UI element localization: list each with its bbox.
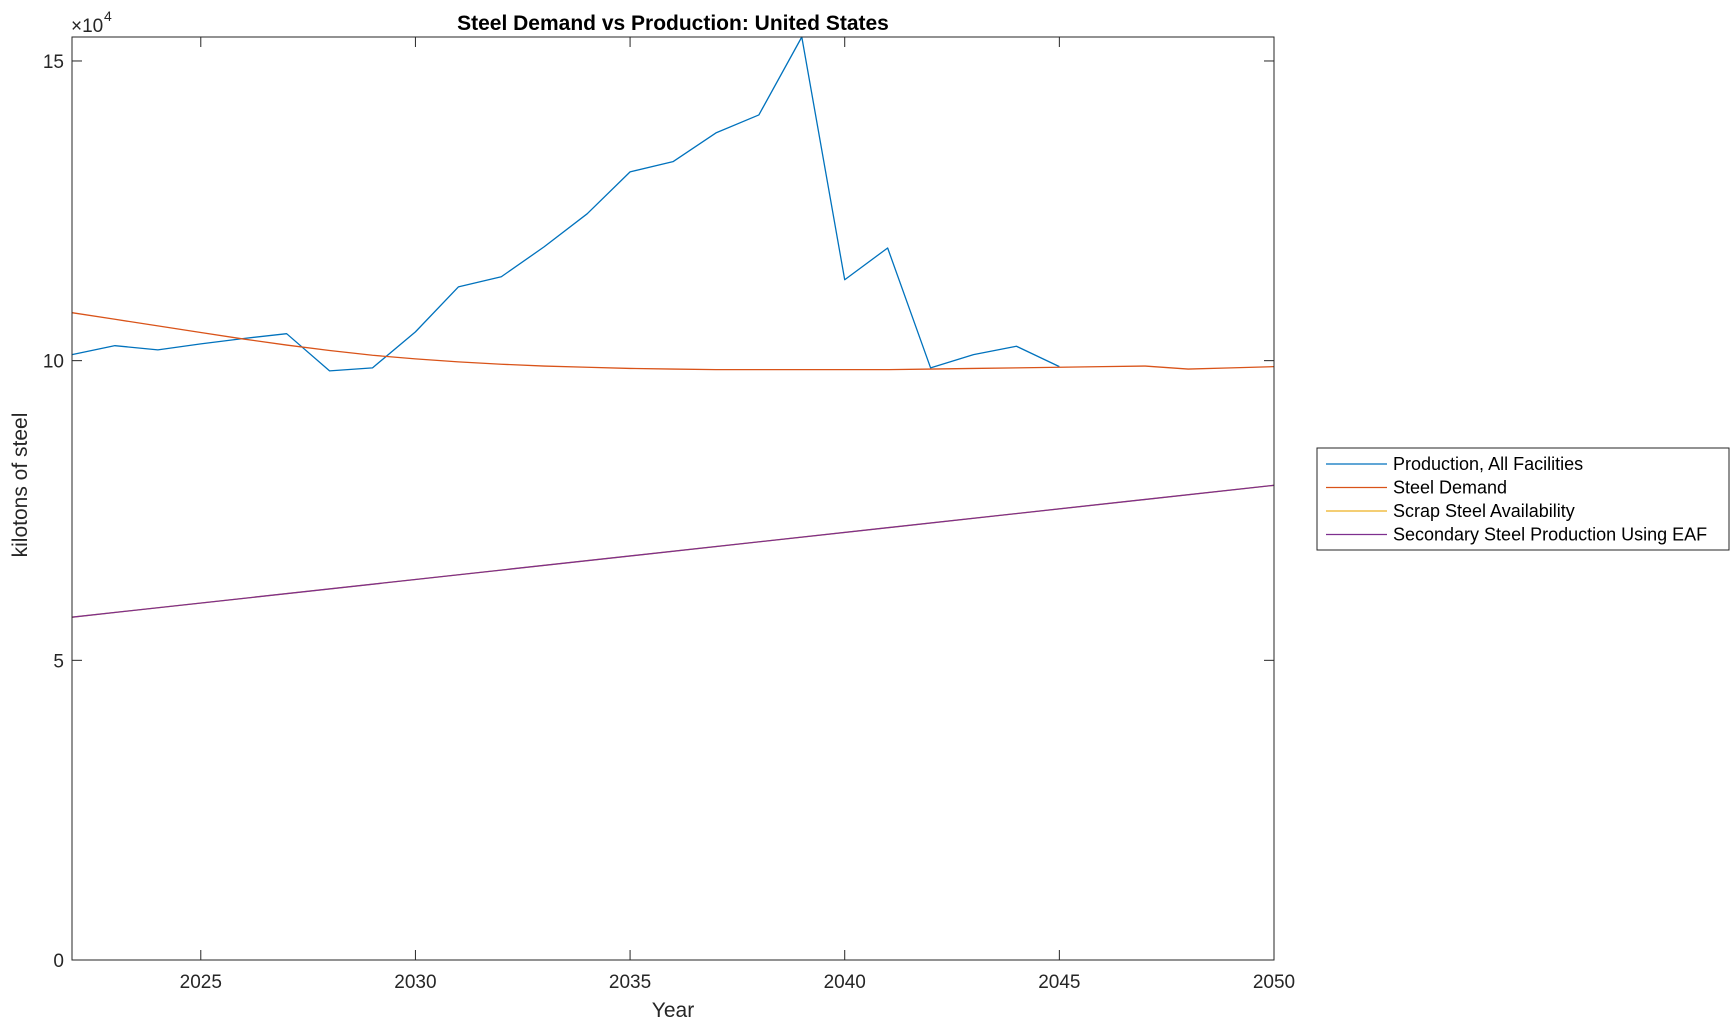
- legend-entry-0: Production, All Facilities: [1393, 454, 1583, 474]
- y-tick-label: 5: [53, 651, 64, 672]
- x-axis-label: Year: [652, 999, 694, 1022]
- series-line-1: [71, 312, 1275, 371]
- chart-title: Steel Demand vs Production: United State…: [457, 12, 889, 35]
- x-tick-label: 2050: [1253, 972, 1295, 993]
- y-exponent-label: ×10 4: [71, 8, 112, 37]
- y-exponent-power: 4: [104, 8, 112, 24]
- x-tick-label: 2040: [824, 972, 866, 993]
- y-tick-label: 10: [43, 352, 64, 373]
- axes: [71, 36, 1275, 961]
- ticks: 2025 2030 2035 2040 2045 2050 0 5 10 15: [43, 37, 1295, 993]
- x-tick-label: 2045: [1038, 972, 1080, 993]
- x-tick-label: 2025: [180, 972, 222, 993]
- axes-box: [71, 36, 1275, 961]
- y-tick-label: 15: [43, 52, 64, 73]
- series-lines: [71, 36, 1275, 618]
- y-tick-label: 0: [53, 951, 64, 972]
- y-axis-label: kilotons of steel: [9, 413, 32, 558]
- series-line-3: [71, 484, 1275, 618]
- plot-area: [72, 37, 1274, 960]
- x-tick-label: 2035: [609, 972, 651, 993]
- plot-background: [72, 37, 1274, 960]
- legend-box: [1316, 447, 1730, 551]
- y-exponent-base: ×10: [71, 16, 103, 37]
- legend-entry-2: Scrap Steel Availability: [1393, 501, 1575, 521]
- legend-entry-1: Steel Demand: [1393, 478, 1507, 498]
- legend: Production, All Facilities Steel Demand Sc…: [1316, 447, 1730, 551]
- x-tick-label: 2030: [394, 972, 436, 993]
- legend-entry-3: Secondary Steel Production Using EAF: [1393, 525, 1707, 545]
- series-line-0: [71, 36, 1060, 372]
